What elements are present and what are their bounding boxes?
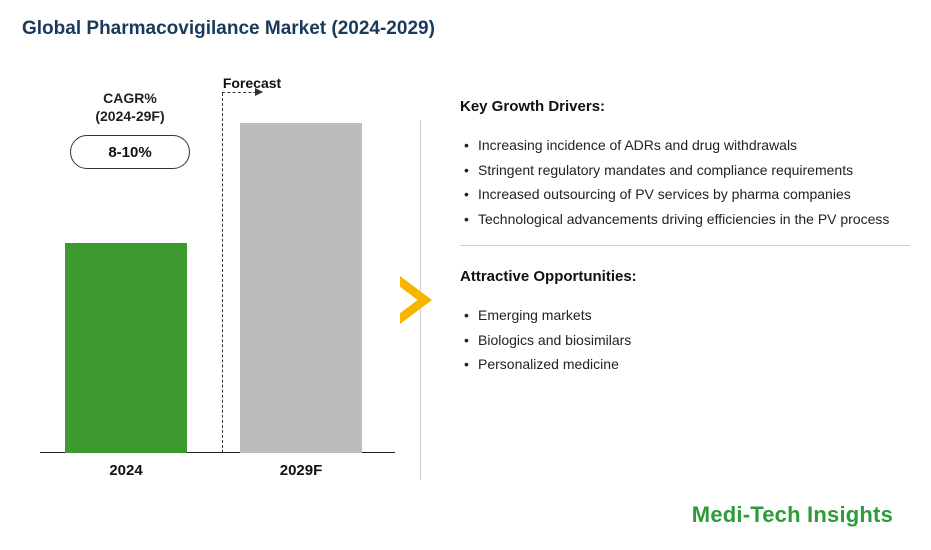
right-column: Key Growth Drivers: Increasing incidence…: [460, 98, 920, 391]
arrow-icon: [400, 276, 432, 324]
opportunities-title: Attractive Opportunities:: [460, 268, 920, 285]
growth-driver-item: Increasing incidence of ADRs and drug wi…: [460, 133, 920, 158]
bar-2029F: [240, 123, 362, 453]
growth-driver-item: Stringent regulatory mandates and compli…: [460, 158, 920, 183]
opportunity-item: Emerging markets: [460, 303, 920, 328]
forecast-label: Forecast: [223, 75, 281, 91]
opportunity-item: Personalized medicine: [460, 352, 920, 377]
growth-drivers-list: Increasing incidence of ADRs and drug wi…: [460, 133, 920, 231]
bar-2024: [65, 243, 187, 453]
logo-text: Medi-Tech Insights: [692, 502, 893, 528]
growth-driver-item: Technological advancements driving effic…: [460, 207, 920, 232]
bar-label-2029F: 2029F: [280, 462, 323, 479]
bars-region: [30, 103, 400, 453]
opportunity-item: Biologics and biosimilars: [460, 328, 920, 353]
opportunities-list: Emerging marketsBiologics and biosimilar…: [460, 303, 920, 377]
growth-driver-item: Increased outsourcing of PV services by …: [460, 182, 920, 207]
bar-chart: CAGR%(2024-29F) 8-10% Forecast 20242029F: [30, 75, 400, 485]
bar-label-2024: 2024: [109, 462, 142, 479]
growth-drivers-title: Key Growth Drivers:: [460, 98, 920, 115]
page-title: Global Pharmacovigilance Market (2024-20…: [22, 18, 435, 40]
forecast-arrow: [222, 92, 262, 93]
horizontal-divider: [460, 245, 910, 246]
